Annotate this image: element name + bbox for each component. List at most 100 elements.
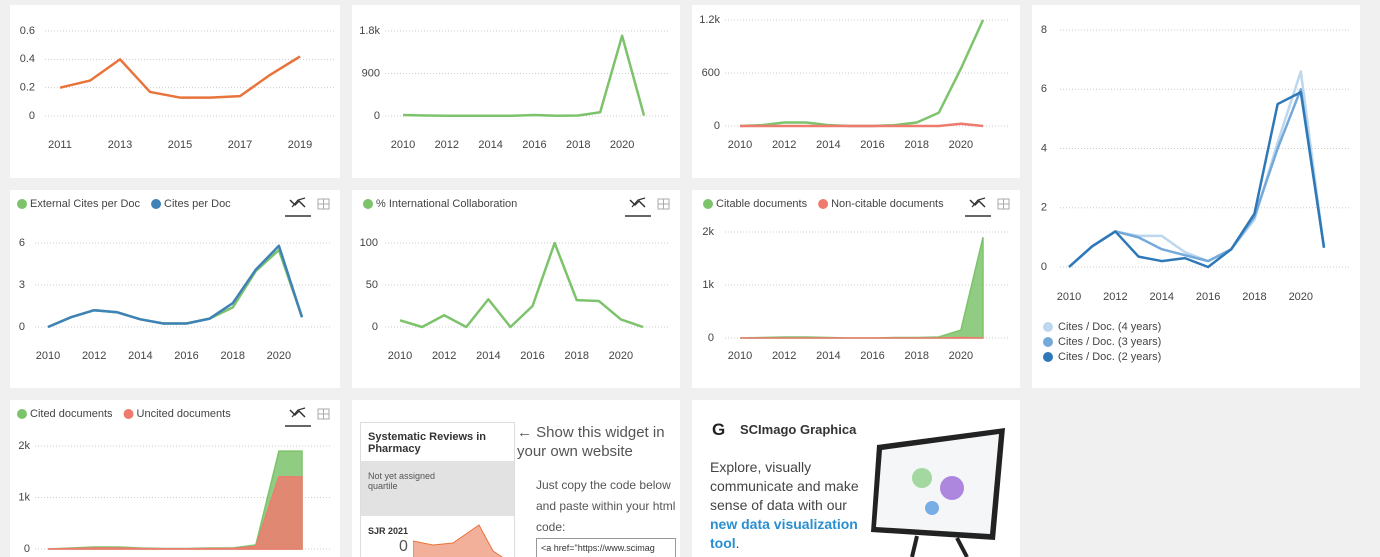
- x-tick-label: 2012: [1103, 291, 1127, 303]
- y-tick-label: 0: [374, 110, 380, 122]
- x-tick-label: 2020: [267, 350, 291, 362]
- x-tick-label: 2016: [522, 139, 546, 151]
- quartile-band: Not yet assigned quartile: [361, 461, 514, 516]
- x-tick-label: 2012: [435, 139, 459, 151]
- y-tick-label: 8: [1041, 24, 1047, 36]
- y-tick-label: 0: [19, 321, 25, 333]
- x-tick-label: 2020: [610, 139, 634, 151]
- y-tick-label: 0.2: [20, 82, 35, 94]
- x-tick-label: 2020: [949, 350, 973, 362]
- card: [352, 190, 680, 388]
- legend-label: % International Collaboration: [376, 198, 517, 210]
- y-tick-label: 50: [366, 279, 378, 291]
- legend-marker: [363, 199, 373, 209]
- card: [1032, 5, 1360, 388]
- widget-card: Systematic Reviews in Pharmacy Not yet a…: [352, 400, 680, 557]
- line: [47, 244, 304, 329]
- legend-label: Cites / Doc. (2 years): [1058, 351, 1161, 363]
- legend-marker: [1043, 322, 1053, 332]
- x-tick-label: 2019: [288, 139, 312, 151]
- sparkline: [413, 524, 503, 557]
- x-tick-label: 2014: [816, 139, 840, 151]
- legend-marker: [1043, 337, 1053, 347]
- x-tick-label: 2012: [82, 350, 106, 362]
- x-tick-label: 2014: [128, 350, 152, 362]
- y-tick-label: 2k: [702, 226, 714, 238]
- graphica-end: .: [735, 535, 740, 551]
- line: [1068, 90, 1326, 269]
- y-tick-label: 0: [29, 110, 35, 122]
- legend-label: External Cites per Doc: [30, 198, 141, 210]
- x-tick-label: 2016: [174, 350, 198, 362]
- y-tick-label: 0: [372, 321, 378, 333]
- graphica-text: Explore, visually communicate and make s…: [710, 458, 865, 553]
- y-tick-label: 6: [19, 237, 25, 249]
- card: [692, 190, 1020, 388]
- x-tick-label: 2020: [609, 350, 633, 362]
- card: [352, 5, 680, 178]
- y-tick-label: 0.6: [20, 25, 35, 37]
- y-tick-label: 1.2k: [699, 14, 720, 26]
- y-tick-label: 0: [24, 543, 30, 555]
- code-box[interactable]: <a href="https://www.scimag: [536, 538, 676, 557]
- y-tick-label: 6: [1041, 83, 1047, 95]
- legend-marker: [17, 409, 27, 419]
- x-tick-label: 2018: [904, 350, 928, 362]
- x-tick-label: 2010: [728, 139, 752, 151]
- sjr-value: 0: [399, 538, 408, 555]
- y-tick-label: 0: [714, 120, 720, 132]
- quartile: Not yet assigned quartile: [368, 471, 436, 491]
- y-tick-label: 100: [360, 237, 378, 249]
- graphica-card: G SCImago Graphica Explore, visually com…: [692, 400, 1020, 557]
- monitor: [871, 428, 1005, 557]
- y-tick-label: 0: [708, 332, 714, 344]
- area: [740, 336, 984, 339]
- x-tick-label: 2014: [476, 350, 500, 362]
- widget-box: Systematic Reviews in Pharmacy Not yet a…: [360, 422, 515, 557]
- x-tick-label: 2012: [432, 350, 456, 362]
- x-tick-label: 2017: [228, 139, 252, 151]
- legend-marker: [703, 199, 713, 209]
- x-tick-label: 2014: [478, 139, 502, 151]
- chart-icon: [631, 197, 646, 208]
- x-tick-label: 2012: [772, 139, 796, 151]
- graphica-link[interactable]: new data visualization tool: [710, 516, 858, 551]
- legend-label: Cites / Doc. (3 years): [1058, 336, 1161, 348]
- area: [47, 476, 303, 550]
- legend-label: Citable documents: [716, 198, 808, 210]
- x-tick-label: 2020: [949, 139, 973, 151]
- y-tick-label: 1k: [18, 491, 30, 503]
- y-tick-label: 1k: [702, 279, 714, 291]
- x-tick-label: 2018: [220, 350, 244, 362]
- x-tick-label: 2010: [391, 139, 415, 151]
- legend-label: Cites / Doc. (4 years): [1058, 321, 1161, 333]
- x-tick-label: 2010: [728, 350, 752, 362]
- y-tick-label: 3: [19, 279, 25, 291]
- x-tick-label: 2016: [860, 350, 884, 362]
- chart-icon: [289, 199, 306, 208]
- x-tick-label: 2014: [1149, 291, 1173, 303]
- line: [402, 34, 646, 118]
- legend-marker: [818, 199, 829, 209]
- sjr-label: SJR 2021: [368, 526, 409, 536]
- chart-icon: [629, 199, 646, 208]
- x-tick-label: 2015: [168, 139, 192, 151]
- x-tick-label: 2016: [520, 350, 544, 362]
- y-tick-label: 600: [702, 67, 720, 79]
- card: [10, 5, 340, 178]
- legend-label: Cites per Doc: [164, 198, 231, 210]
- y-tick-label: 0: [1041, 261, 1047, 273]
- x-tick-label: 2010: [1057, 291, 1081, 303]
- legend-label: Cited documents: [30, 408, 113, 420]
- line: [59, 55, 301, 99]
- y-tick-label: 2: [1041, 202, 1047, 214]
- x-tick-label: 2016: [860, 139, 884, 151]
- x-tick-label: 2016: [1196, 291, 1220, 303]
- x-tick-label: 2018: [904, 139, 928, 151]
- x-tick-label: 2010: [388, 350, 412, 362]
- widget-heading: ← Show this widget in your own website: [517, 424, 665, 460]
- line: [399, 241, 644, 329]
- y-tick-label: 2k: [18, 440, 30, 452]
- y-tick-label: 0.4: [20, 53, 35, 65]
- area: [739, 237, 984, 339]
